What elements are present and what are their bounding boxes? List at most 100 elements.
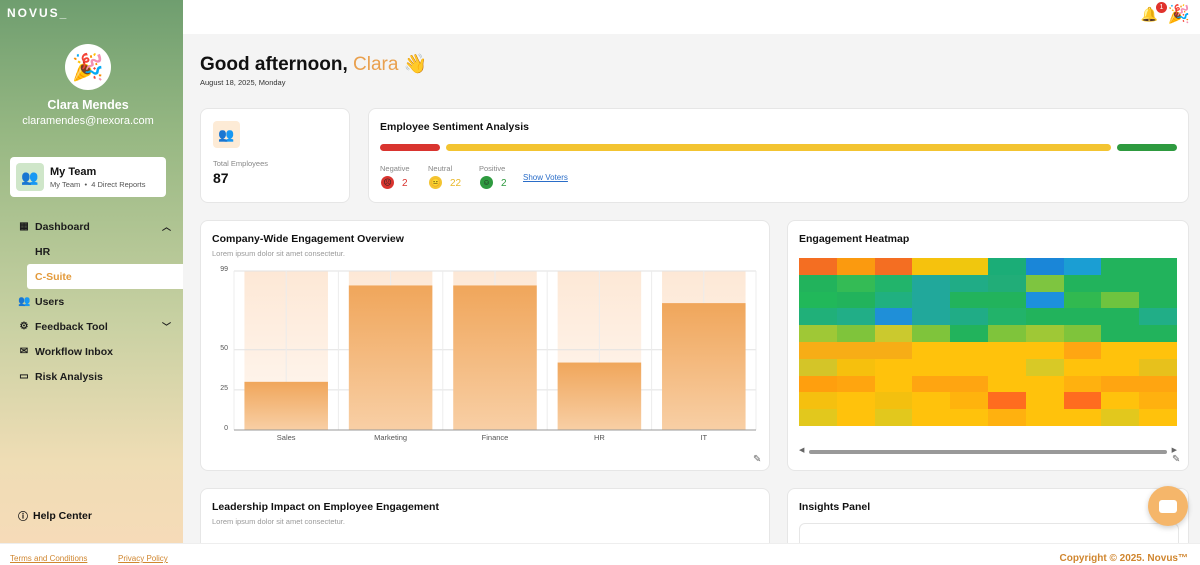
sidebar-item-csuite[interactable]: C-Suite [27, 264, 183, 289]
heatmap-cell[interactable] [799, 392, 837, 410]
heatmap-cell[interactable] [1025, 258, 1064, 275]
edit-icon[interactable]: ✎ [753, 454, 762, 465]
heatmap-cell[interactable] [950, 274, 988, 292]
heatmap-cell[interactable] [1101, 409, 1140, 426]
heatmap-cell[interactable] [987, 375, 1026, 393]
privacy-link[interactable]: Privacy Policy [118, 554, 168, 563]
chevron-up-icon[interactable]: ︿ [161, 222, 171, 232]
heatmap-cell[interactable] [1101, 291, 1140, 309]
scroll-right-icon[interactable]: ▶ [1171, 447, 1177, 454]
heatmap-cell[interactable] [1063, 274, 1102, 292]
heatmap-cell[interactable] [874, 409, 913, 426]
heatmap-cell[interactable] [1063, 358, 1102, 376]
heatmap-cell[interactable] [836, 409, 875, 426]
help-center-link[interactable]: ⓘ Help Center [18, 508, 92, 524]
heatmap-cell[interactable] [1025, 392, 1064, 410]
heatmap-cell[interactable] [836, 375, 875, 393]
heatmap-cell[interactable] [912, 325, 951, 342]
heatmap-cell[interactable] [1063, 409, 1102, 426]
scrollbar-thumb[interactable] [809, 450, 1167, 454]
heatmap-cell[interactable] [912, 341, 951, 359]
heatmap-cell[interactable] [1139, 274, 1177, 292]
chat-button[interactable] [1148, 486, 1188, 526]
avatar[interactable]: 🎉 [65, 44, 111, 90]
bar-marketing[interactable] [348, 285, 433, 430]
heatmap-cell[interactable] [1025, 375, 1064, 393]
heatmap-cell[interactable] [799, 258, 837, 275]
sidebar-item-feedback[interactable]: ⚙ Feedback Tool ﹀ [0, 314, 183, 339]
heatmap-cell[interactable] [874, 392, 913, 410]
heatmap-cell[interactable] [1101, 325, 1140, 342]
heatmap-cell[interactable] [1063, 375, 1102, 393]
heatmap-cell[interactable] [1101, 375, 1140, 393]
edit-icon[interactable]: ✎ [1172, 454, 1181, 465]
heatmap-cell[interactable] [1101, 308, 1140, 326]
heatmap-cell[interactable] [1139, 409, 1177, 426]
heatmap-cell[interactable] [912, 392, 951, 410]
bar-hr[interactable] [557, 362, 642, 430]
heatmap-cell[interactable] [799, 375, 837, 393]
heatmap-cell[interactable] [1063, 291, 1102, 309]
heatmap-cell[interactable] [950, 308, 988, 326]
heatmap-cell[interactable] [799, 274, 837, 292]
heatmap-cell[interactable] [874, 258, 913, 275]
heatmap-cell[interactable] [1139, 392, 1177, 410]
heatmap-cell[interactable] [1025, 291, 1064, 309]
heatmap-cell[interactable] [1063, 325, 1102, 342]
bar-finance[interactable] [453, 285, 537, 430]
heatmap-cell[interactable] [874, 325, 913, 342]
heatmap-scrollbar[interactable]: ◀ ▶ [799, 447, 1177, 455]
heatmap-cell[interactable] [987, 258, 1026, 275]
heatmap-cell[interactable] [1063, 392, 1102, 410]
bell-icon[interactable]: 🔔 [1140, 6, 1158, 22]
heatmap-cell[interactable] [836, 392, 875, 410]
heatmap-cell[interactable] [950, 409, 988, 426]
heatmap-cell[interactable] [799, 308, 837, 326]
heatmap-cell[interactable] [1025, 358, 1064, 376]
heatmap-cell[interactable] [912, 274, 951, 292]
heatmap-cell[interactable] [987, 341, 1026, 359]
heatmap-cell[interactable] [912, 308, 951, 326]
heatmap-cell[interactable] [950, 258, 988, 275]
heatmap-cell[interactable] [1063, 258, 1102, 275]
heatmap-cell[interactable] [950, 291, 988, 309]
heatmap-cell[interactable] [799, 358, 837, 376]
heatmap-cell[interactable] [874, 341, 913, 359]
brand-logo[interactable]: NOVUS_ [7, 6, 69, 20]
heatmap-cell[interactable] [1025, 325, 1064, 342]
heatmap-cell[interactable] [987, 308, 1026, 326]
heatmap-cell[interactable] [987, 291, 1026, 309]
heatmap-cell[interactable] [799, 341, 837, 359]
heatmap-cell[interactable] [799, 325, 837, 342]
heatmap-cell[interactable] [799, 409, 837, 426]
heatmap-cell[interactable] [987, 409, 1026, 426]
heatmap-cell[interactable] [836, 291, 875, 309]
heatmap-cell[interactable] [1101, 392, 1140, 410]
heatmap-cell[interactable] [1139, 325, 1177, 342]
heatmap-cell[interactable] [1025, 308, 1064, 326]
heatmap-cell[interactable] [874, 274, 913, 292]
heatmap-cell[interactable] [799, 291, 837, 309]
heatmap-cell[interactable] [1139, 375, 1177, 393]
heatmap-cell[interactable] [912, 375, 951, 393]
heatmap-cell[interactable] [912, 358, 951, 376]
heatmap-cell[interactable] [836, 325, 875, 342]
heatmap-cell[interactable] [1063, 341, 1102, 359]
heatmap-cell[interactable] [836, 358, 875, 376]
heatmap-cell[interactable] [1101, 358, 1140, 376]
heatmap-cell[interactable] [1025, 341, 1064, 359]
sidebar-item-risk[interactable]: ▭ Risk Analysis [0, 364, 183, 389]
heatmap-cell[interactable] [950, 358, 988, 376]
sidebar-item-workflow[interactable]: ✉ Workflow Inbox [0, 339, 183, 364]
heatmap-cell[interactable] [987, 274, 1026, 292]
heatmap-cell[interactable] [950, 375, 988, 393]
sidebar-item-hr[interactable]: HR [0, 239, 183, 264]
heatmap-cell[interactable] [1139, 308, 1177, 326]
heatmap-cell[interactable] [1025, 274, 1064, 292]
heatmap-cell[interactable] [1139, 258, 1177, 275]
bar-it[interactable] [662, 303, 746, 430]
heatmap-cell[interactable] [987, 325, 1026, 342]
heatmap-cell[interactable] [1025, 409, 1064, 426]
heatmap-cell[interactable] [950, 325, 988, 342]
my-team-card[interactable]: 👥 My Team My Team • 4 Direct Reports [10, 157, 166, 197]
